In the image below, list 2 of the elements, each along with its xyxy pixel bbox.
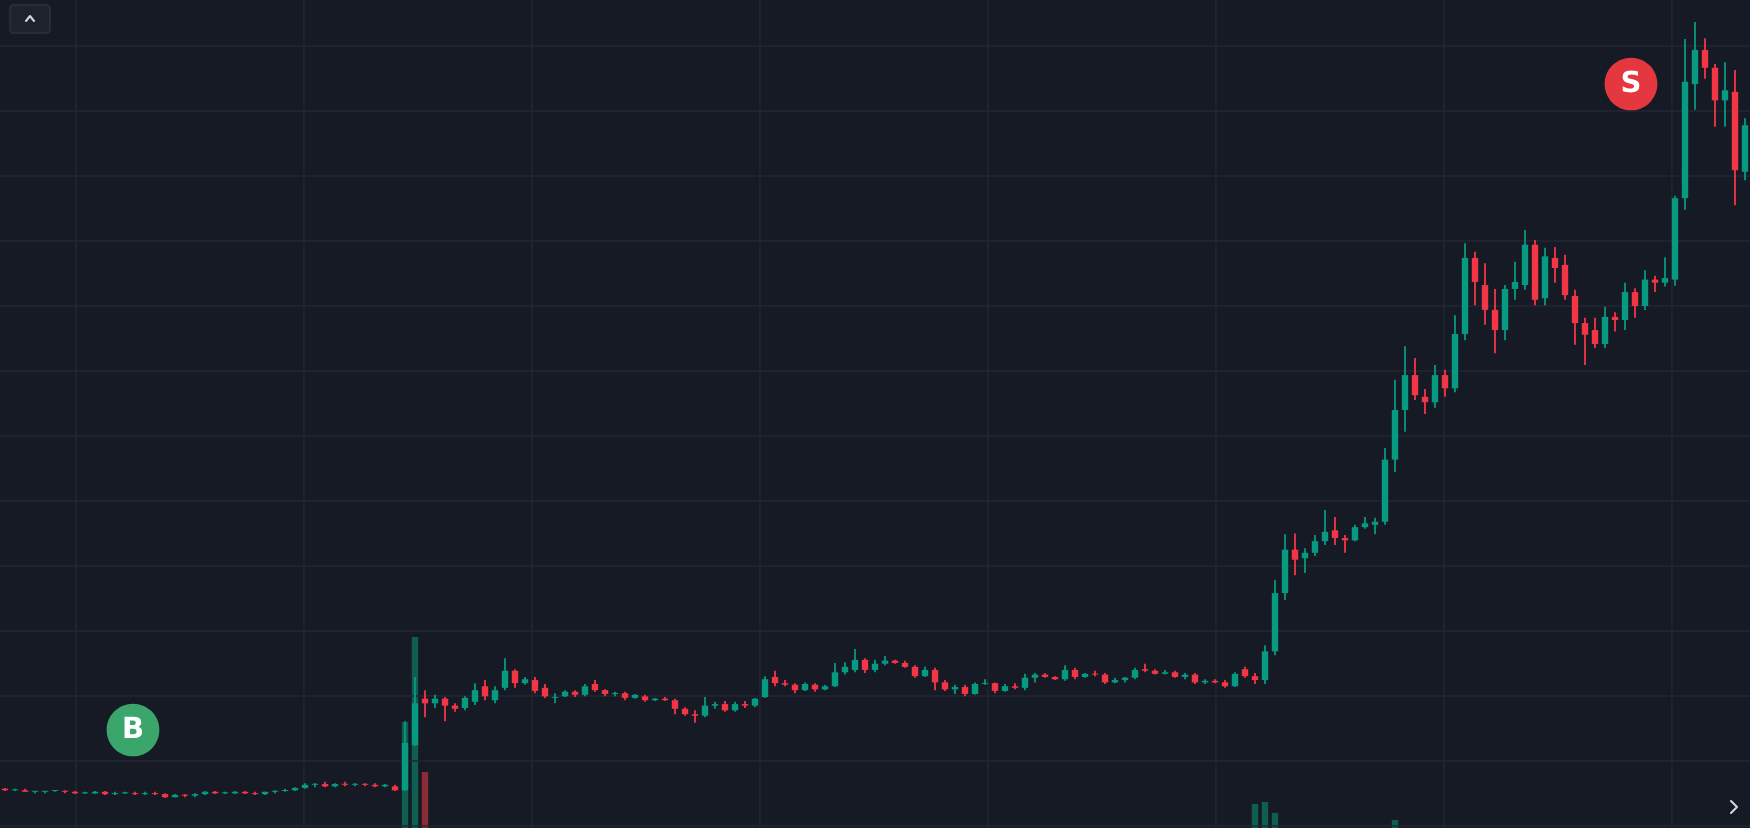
annotation: B xyxy=(124,716,143,739)
annotation: S xyxy=(1622,70,1640,93)
